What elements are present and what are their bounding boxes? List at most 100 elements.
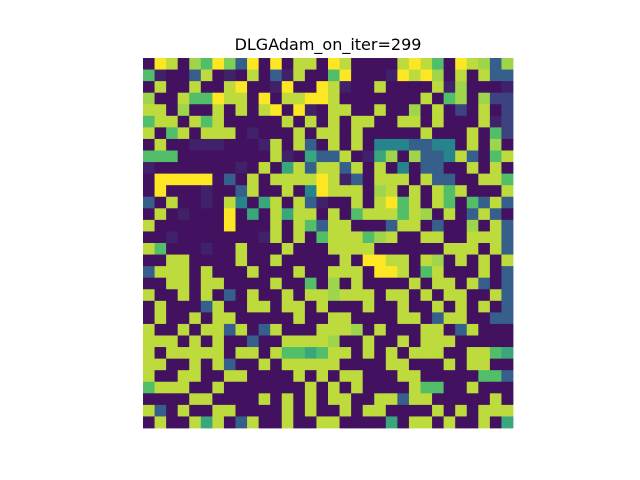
- heatmap-cell: [362, 277, 375, 290]
- heatmap-cell: [443, 58, 456, 70]
- heatmap-cell: [501, 81, 514, 94]
- heatmap-cell: [478, 219, 491, 232]
- heatmap-cell: [293, 69, 306, 82]
- heatmap-cell: [432, 69, 445, 82]
- heatmap-cell: [293, 208, 306, 221]
- heatmap-cell: [258, 416, 271, 429]
- heatmap-cell: [362, 173, 375, 186]
- heatmap-cell: [328, 277, 340, 290]
- heatmap-cell: [223, 150, 236, 163]
- heatmap-cell: [351, 243, 364, 255]
- heatmap-cell: [200, 173, 213, 186]
- heatmap-cell: [420, 277, 433, 290]
- heatmap-cell: [166, 254, 179, 267]
- heatmap-cell: [328, 231, 340, 244]
- heatmap-cell: [501, 185, 514, 198]
- heatmap-cell: [154, 185, 167, 198]
- heatmap-cell: [362, 127, 375, 140]
- heatmap-cell: [362, 347, 375, 360]
- heatmap-cell: [304, 312, 317, 325]
- heatmap-cell: [258, 231, 271, 244]
- heatmap-cell: [143, 300, 155, 313]
- heatmap-cell: [443, 323, 456, 336]
- heatmap-cell: [166, 300, 179, 313]
- heatmap-cell: [432, 277, 445, 290]
- heatmap-cell: [478, 58, 491, 70]
- heatmap-cell: [408, 347, 421, 360]
- heatmap-cell: [189, 323, 202, 336]
- heatmap-cell: [351, 208, 364, 221]
- heatmap-cell: [200, 416, 213, 429]
- heatmap-cell: [189, 277, 202, 290]
- heatmap-cell: [247, 196, 260, 209]
- heatmap-cell: [154, 381, 167, 394]
- heatmap-cell: [397, 92, 410, 105]
- heatmap-cell: [166, 404, 179, 417]
- heatmap-cell: [455, 243, 468, 255]
- heatmap-cell: [489, 300, 502, 313]
- heatmap-cell: [293, 277, 306, 290]
- heatmap-cell: [258, 254, 271, 267]
- heatmap-cell: [351, 196, 364, 209]
- heatmap-cell: [247, 58, 260, 70]
- heatmap-cell: [455, 208, 468, 221]
- heatmap-cell: [478, 370, 491, 383]
- heatmap-cell: [166, 127, 179, 140]
- heatmap-cell: [501, 162, 514, 175]
- heatmap-cell: [212, 196, 225, 209]
- heatmap-cell: [177, 173, 190, 186]
- heatmap-cell: [316, 335, 329, 348]
- heatmap-cell: [304, 196, 317, 209]
- heatmap-cell: [420, 312, 433, 325]
- heatmap-cell: [304, 323, 317, 336]
- heatmap-cell: [177, 150, 190, 163]
- heatmap-cell: [293, 219, 306, 232]
- heatmap-cell: [223, 115, 236, 128]
- heatmap-cell: [408, 404, 421, 417]
- heatmap-cell: [466, 335, 479, 348]
- heatmap-cell: [385, 81, 398, 94]
- heatmap-cell: [247, 347, 260, 360]
- heatmap-cell: [143, 127, 155, 140]
- heatmap-cell: [339, 231, 352, 244]
- heatmap-cell: [154, 370, 167, 383]
- heatmap-cell: [281, 254, 294, 267]
- heatmap-cell: [316, 173, 329, 186]
- heatmap-cell: [374, 115, 387, 128]
- heatmap-cell: [189, 196, 202, 209]
- heatmap-cell: [328, 127, 340, 140]
- heatmap-cell: [328, 323, 340, 336]
- heatmap-cell: [374, 358, 387, 371]
- heatmap-cell: [200, 358, 213, 371]
- heatmap-cell: [455, 196, 468, 209]
- heatmap-cell: [200, 300, 213, 313]
- heatmap-cell: [293, 81, 306, 94]
- heatmap-cell: [270, 300, 283, 313]
- heatmap-cell: [385, 231, 398, 244]
- heatmap-cell: [258, 104, 271, 117]
- heatmap-cell: [339, 289, 352, 302]
- heatmap-cell: [408, 138, 421, 151]
- heatmap-cell: [270, 173, 283, 186]
- heatmap-cell: [200, 289, 213, 302]
- heatmap-cell: [270, 162, 283, 175]
- heatmap-cell: [177, 115, 190, 128]
- heatmap-cell: [478, 416, 491, 429]
- heatmap-cell: [328, 404, 340, 417]
- heatmap-cell: [235, 219, 248, 232]
- heatmap-cell: [143, 381, 155, 394]
- heatmap-cell: [177, 208, 190, 221]
- heatmap-cell: [478, 393, 491, 406]
- heatmap-cell: [200, 381, 213, 394]
- heatmap-cell: [351, 266, 364, 279]
- heatmap-cell: [351, 81, 364, 94]
- heatmap-cell: [328, 208, 340, 221]
- heatmap-cell: [443, 335, 456, 348]
- heatmap-cell: [189, 404, 202, 417]
- heatmap-cell: [339, 254, 352, 267]
- heatmap-cell: [235, 266, 248, 279]
- heatmap-cell: [200, 104, 213, 117]
- heatmap-cell: [304, 127, 317, 140]
- heatmap-cell: [154, 115, 167, 128]
- heatmap-cell: [293, 115, 306, 128]
